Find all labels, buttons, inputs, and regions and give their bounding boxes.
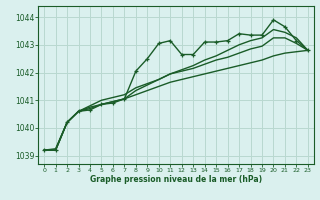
X-axis label: Graphe pression niveau de la mer (hPa): Graphe pression niveau de la mer (hPa) <box>90 175 262 184</box>
